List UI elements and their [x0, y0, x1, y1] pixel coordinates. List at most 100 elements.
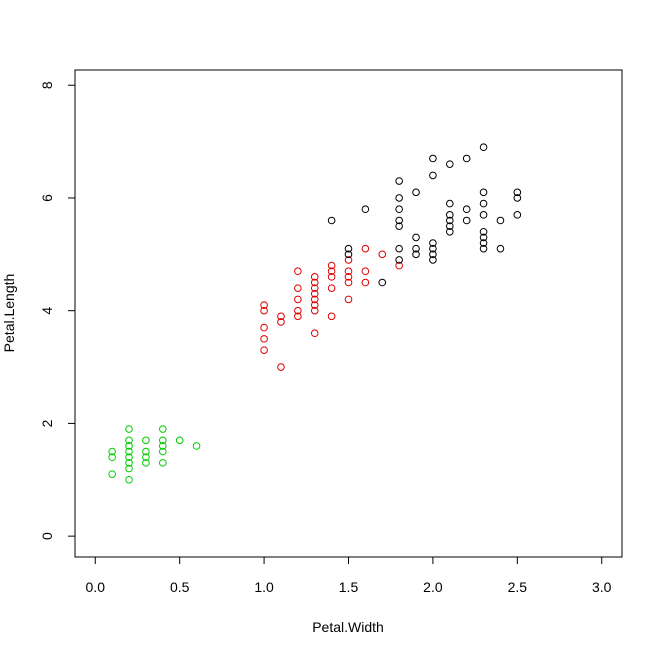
data-point	[445, 216, 454, 225]
data-point	[142, 453, 150, 462]
data-point	[260, 306, 268, 315]
data-point	[429, 239, 437, 247]
data-point	[327, 267, 336, 276]
data-point	[260, 346, 268, 354]
data-point	[361, 278, 370, 287]
data-point	[395, 177, 403, 185]
data-point	[260, 323, 268, 332]
data-point	[327, 284, 336, 292]
data-point	[513, 188, 522, 197]
data-point	[310, 306, 319, 315]
data-point	[260, 301, 268, 309]
data-point	[344, 256, 353, 264]
data-point	[429, 171, 437, 180]
y-axis: 0 2 4 6 8	[39, 81, 76, 540]
data-point	[310, 273, 319, 281]
data-point	[513, 194, 522, 202]
data-point	[412, 233, 420, 242]
x-axis: 0.0 0.5 1.0 1.5 2.0 2.5 3.0	[86, 556, 612, 595]
data-point	[158, 447, 167, 456]
data-point	[125, 459, 133, 467]
data-point	[412, 244, 420, 253]
data-point	[496, 216, 505, 225]
data-point	[344, 295, 353, 304]
x-axis-label: Petal.Width	[312, 619, 384, 635]
data-point	[327, 216, 336, 225]
y-tick-label: 4	[39, 307, 55, 315]
data-point	[344, 278, 353, 287]
data-point	[479, 199, 488, 208]
data-point	[310, 278, 319, 287]
x-tick-label: 1.5	[339, 579, 359, 595]
data-point	[513, 211, 522, 219]
data-point	[125, 442, 133, 450]
data-point	[125, 447, 133, 456]
data-point	[142, 436, 150, 445]
y-axis-label: Petal.Length	[1, 274, 17, 353]
data-point	[175, 436, 184, 445]
data-point	[310, 301, 319, 309]
data-point	[310, 295, 319, 304]
data-point	[479, 233, 488, 242]
data-point	[142, 459, 150, 467]
data-point	[277, 318, 285, 326]
data-point	[125, 453, 133, 462]
data-point	[192, 442, 201, 450]
data-point	[277, 363, 285, 371]
data-point	[462, 216, 471, 225]
data-point	[125, 425, 133, 433]
data-point	[479, 188, 488, 197]
x-tick-label: 2.0	[423, 579, 443, 595]
data-point	[310, 329, 319, 338]
data-point	[361, 244, 370, 253]
data-point	[310, 284, 319, 292]
y-tick-label: 6	[39, 194, 55, 202]
data-point	[429, 244, 437, 253]
data-point	[429, 154, 437, 163]
x-tick-label: 2.5	[508, 579, 528, 595]
data-point	[327, 273, 336, 281]
data-point	[294, 267, 302, 276]
data-point	[395, 222, 403, 230]
data-point	[395, 261, 403, 270]
data-point	[412, 250, 420, 259]
data-point	[294, 284, 302, 292]
data-point	[108, 453, 116, 462]
data-point	[429, 250, 437, 259]
data-point	[310, 289, 319, 298]
data-point	[108, 470, 116, 478]
x-tick-label: 3.0	[592, 579, 612, 595]
data-point	[378, 250, 387, 259]
data-point	[125, 436, 133, 445]
x-tick-label: 0.0	[86, 579, 106, 595]
data-point	[344, 273, 353, 281]
data-point	[395, 216, 403, 225]
data-point	[395, 244, 403, 253]
data-point	[344, 267, 353, 276]
data-point	[479, 227, 488, 236]
x-tick-label: 0.5	[170, 579, 190, 595]
data-point	[395, 194, 403, 202]
data-point	[294, 295, 302, 304]
data-point	[125, 464, 133, 473]
data-point	[260, 335, 268, 343]
data-point	[445, 227, 454, 236]
data-point	[479, 239, 488, 247]
data-point	[294, 312, 302, 321]
data-point	[378, 278, 387, 287]
x-tick-label: 1.0	[254, 579, 274, 595]
data-point	[344, 250, 353, 259]
data-point	[462, 205, 471, 214]
data-points	[108, 143, 522, 484]
data-point	[108, 447, 116, 456]
data-point	[479, 244, 488, 253]
data-point	[361, 205, 370, 214]
data-point	[445, 160, 454, 168]
y-tick-label: 2	[39, 419, 55, 427]
data-point	[445, 211, 454, 219]
data-point	[395, 205, 403, 214]
data-point	[445, 222, 454, 230]
data-point	[395, 256, 403, 264]
data-point	[496, 244, 505, 253]
